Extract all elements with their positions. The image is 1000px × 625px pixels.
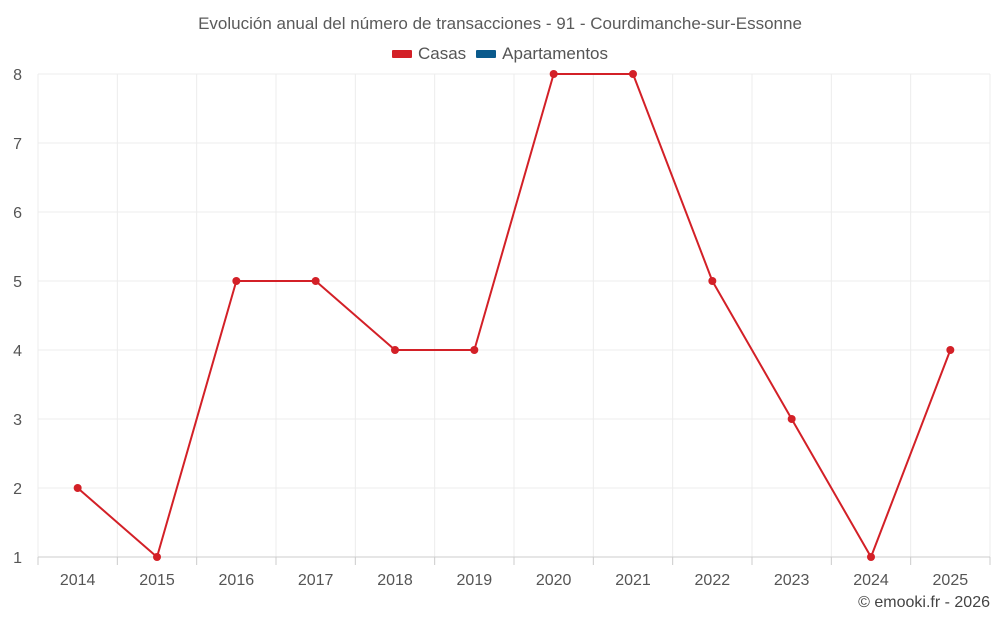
legend-item-casas[interactable]: Casas (391, 44, 467, 64)
x-tick-label: 2024 (853, 572, 889, 589)
x-tick-label: 2019 (457, 572, 493, 589)
data-point-casas (946, 346, 955, 354)
data-point-casas (708, 277, 717, 285)
y-tick-label: 4 (13, 343, 22, 360)
x-tick-label: 2017 (298, 572, 334, 589)
data-point-casas (549, 70, 558, 78)
legend: Casas Apartamentos (0, 44, 1000, 64)
series-casas (73, 70, 955, 561)
x-tick-label: 2022 (695, 572, 731, 589)
x-tick-label: 2023 (774, 572, 810, 589)
x-tick-label: 2015 (139, 572, 175, 589)
chart-title: Evolución anual del número de transaccio… (198, 14, 802, 33)
data-point-casas (73, 484, 82, 492)
legend-label-casas: Casas (417, 44, 467, 63)
x-tick-label: 2021 (615, 572, 651, 589)
legend-swatch-casas (391, 50, 412, 58)
data-point-casas (787, 415, 796, 423)
legend-swatch-apartamentos (476, 50, 497, 58)
y-tick-label: 5 (13, 274, 22, 291)
x-tick-label: 2025 (933, 572, 969, 589)
data-point-casas (867, 553, 875, 561)
x-tick-label: 2018 (377, 572, 413, 589)
data-point-casas (153, 553, 161, 561)
axes: 1 2 3 4 5 6 7 8 2014 2015 2016 2017 2018 2019 2020 2021… (13, 67, 991, 589)
y-tick-label: 6 (13, 205, 22, 222)
x-tick-label: 2020 (536, 572, 572, 589)
data-point-casas (232, 277, 241, 285)
y-tick-label: 3 (13, 412, 22, 429)
y-tick-label: 1 (13, 550, 22, 567)
data-point-casas (629, 70, 637, 78)
x-tick-label: 2014 (60, 572, 96, 589)
grid-lines (37, 73, 991, 557)
data-point-casas (311, 277, 320, 285)
x-tick-label: 2016 (219, 572, 255, 589)
credit-text: © emooki.fr - 2026 (858, 594, 990, 611)
data-point-casas (391, 346, 399, 354)
y-tick-label: 8 (13, 67, 22, 84)
data-point-casas (470, 346, 479, 354)
y-tick-label: 7 (13, 136, 22, 153)
legend-label-apartamentos: Apartamentos (502, 44, 609, 63)
y-tick-label: 2 (13, 481, 22, 498)
series-line-casas (77, 73, 952, 558)
legend-item-apartamentos[interactable]: Apartamentos (476, 44, 608, 64)
